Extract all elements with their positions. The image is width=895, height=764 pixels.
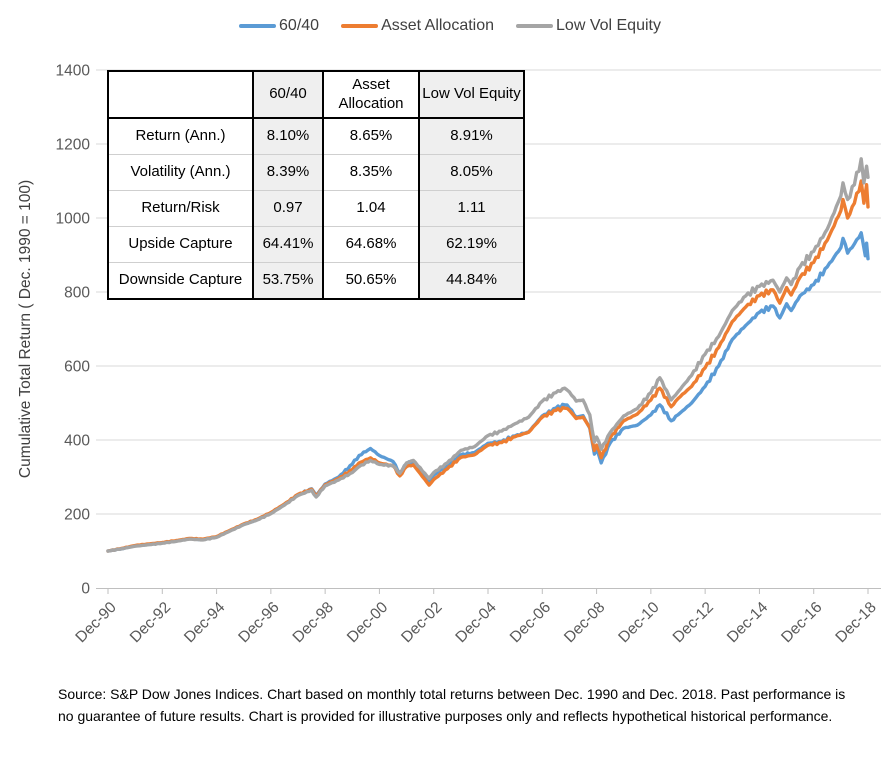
stats-value-cell: 8.10% <box>252 118 323 155</box>
legend-label: Low Vol Equity <box>556 17 661 34</box>
stats-row-upside-capture: Upside Capture 64.41% 64.68% 62.19% <box>108 226 524 263</box>
stats-value-cell: 8.91% <box>418 118 524 155</box>
y-axis-tick-label: 1200 <box>56 137 91 154</box>
stats-value-cell: 64.68% <box>322 226 419 263</box>
x-axis-tick-label: Dec-90 <box>72 599 120 647</box>
y-axis-tick-label: 1400 <box>56 63 91 80</box>
stats-row-return-risk: Return/Risk 0.97 1.04 1.11 <box>108 190 524 227</box>
legend-line-swatch <box>516 24 554 28</box>
stats-table-body: Return (Ann.) 8.10% 8.65% 8.91% Volatility (… <box>108 118 524 299</box>
y-axis-title: Cumulative Total Return ( Dec. 1990 = 10… <box>17 180 34 478</box>
stats-value-cell: 8.35% <box>322 154 419 191</box>
x-axis-tick-label: Dec-94 <box>181 599 229 647</box>
y-axis-tick-label: 0 <box>81 581 90 598</box>
x-axis-tick-label: Dec-10 <box>615 599 663 647</box>
stats-row-label: Downside Capture <box>108 262 253 299</box>
stats-column-header: 60/40 <box>252 71 323 119</box>
stats-row-label: Volatility (Ann.) <box>108 154 253 191</box>
series-line-low-vol-equity <box>106 157 870 553</box>
stats-column-header <box>108 71 253 119</box>
x-axis-tick-label: Dec-04 <box>452 599 500 647</box>
x-axis-tick-label: Dec-12 <box>670 599 717 646</box>
stats-value-cell: 50.65% <box>322 262 419 299</box>
stats-value-cell: 64.41% <box>252 226 323 263</box>
x-axis-tick-label: Dec-18 <box>832 599 879 646</box>
x-axis-tick-label: Dec-98 <box>290 599 337 646</box>
stats-row-return-ann: Return (Ann.) 8.10% 8.65% 8.91% <box>108 118 524 155</box>
x-axis-tick-label: Dec-96 <box>235 599 282 646</box>
legend-line-swatch <box>341 24 379 28</box>
stats-value-cell: 53.75% <box>252 262 323 299</box>
chart-legend: 60/40 Asset Allocation Low Vol Equity <box>50 17 850 35</box>
stats-value-cell: 8.65% <box>322 118 419 155</box>
y-axis-tick-label: 800 <box>64 285 90 302</box>
stats-value-cell: 0.97 <box>252 190 323 227</box>
x-axis-tick-label: Dec-92 <box>127 599 174 646</box>
legend-label: 60/40 <box>279 17 320 34</box>
stats-row-label: Upside Capture <box>108 226 253 263</box>
x-axis-tick-label: Dec-16 <box>778 599 825 646</box>
legend-item-low-vol-equity: Low Vol Equity <box>516 17 661 35</box>
legend-label: Asset Allocation <box>381 17 495 34</box>
stats-row-label: Return (Ann.) <box>135 127 226 145</box>
stats-value-cell: 8.39% <box>252 154 323 191</box>
legend-item-asset-allocation: Asset Allocation <box>341 17 494 35</box>
stats-value-cell: 1.04 <box>322 190 419 227</box>
stats-table: 60/40 Asset Allocation Low Vol Equity Retu… <box>107 70 525 300</box>
x-axis-tick-label: Dec-00 <box>344 599 392 647</box>
stats-value-cell: 1.11 <box>418 190 524 227</box>
legend-line-swatch <box>239 24 277 28</box>
y-axis-tick-label: 400 <box>64 433 90 450</box>
x-axis-tick-label: Dec-02 <box>398 599 445 646</box>
source-footnote: Source: S&P Dow Jones Indices. Chart bas… <box>58 686 846 724</box>
x-axis-tick-label: Dec-08 <box>561 599 608 646</box>
x-axis-tick-label: Dec-06 <box>507 599 554 646</box>
stats-column-header: Low Vol Equity <box>418 71 524 119</box>
y-axis-tick-label: 1000 <box>56 211 91 228</box>
y-axis-tick-label: 200 <box>64 507 90 524</box>
legend-item-60-40: 60/40 <box>239 17 319 35</box>
x-axis-tick-label: Dec-14 <box>724 599 772 647</box>
stats-value-cell: 62.19% <box>418 226 524 263</box>
stats-column-header: Asset Allocation <box>322 71 419 119</box>
stats-row-volatility-ann: Volatility (Ann.) 8.39% 8.35% 8.05% <box>108 154 524 191</box>
stats-value-cell: 8.05% <box>418 154 524 191</box>
stats-table-header: 60/40 Asset Allocation Low Vol Equity <box>108 71 524 119</box>
stats-row-downside-capture: Downside Capture 53.75% 50.65% 44.84% <box>108 262 524 299</box>
stats-value-cell: 44.84% <box>418 262 524 299</box>
stats-row-label: Return/Risk <box>108 190 253 227</box>
y-axis-tick-label: 600 <box>64 359 90 376</box>
